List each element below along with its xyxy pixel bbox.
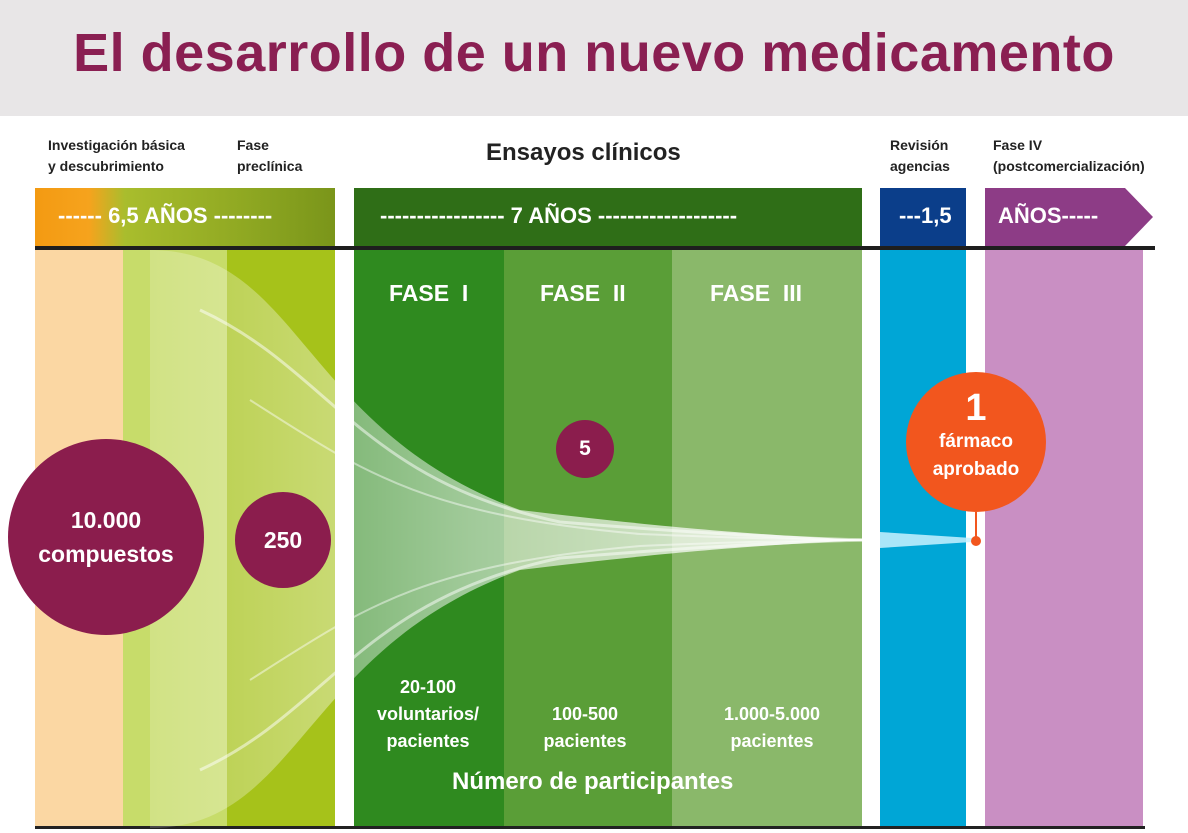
participants-phase-3: 1.000-5.000 pacientes	[723, 704, 821, 751]
clinical-count-circle: 5	[556, 420, 614, 478]
timeline-label-discovery: ------ 6,5 AÑOS --------	[58, 203, 273, 228]
timeline-arrow-post	[985, 188, 1153, 246]
timeline-bar-review	[880, 188, 966, 246]
column-phase-iv	[985, 250, 1143, 828]
header-clinical-trials: Ensayos clínicos	[486, 139, 681, 166]
approved-label: fármaco aprobado	[932, 431, 1020, 480]
bottom-line	[35, 826, 1145, 829]
page-title: El desarrollo de un nuevo medicamento	[73, 23, 1115, 83]
preclinical-count-circle: 250	[235, 492, 331, 588]
header-phase-iv: Fase IV (postcomercialización)	[993, 137, 1145, 174]
approved-count: 1	[965, 387, 987, 429]
title-band	[0, 0, 1188, 116]
timeline-label-post: AÑOS-----	[998, 203, 1099, 228]
phase-3-label: FASE III	[710, 280, 803, 306]
funnel-streams	[150, 250, 981, 828]
participants-phase-2: 100-500 pacientes	[543, 704, 627, 751]
timeline-bar-discovery	[35, 188, 335, 246]
approved-drug-circle: 1 fármaco aprobado	[906, 372, 1046, 512]
participants-label: Número de participantes	[452, 768, 734, 795]
participants-phase-1: 20-100 voluntarios/ pacientes	[376, 677, 479, 751]
header-basic-research: Investigación básica y descubrimiento	[48, 137, 185, 174]
header-agency-review: Revisión agencias	[890, 137, 950, 174]
compounds-circle: 10.000 compuestos	[8, 439, 204, 635]
header-preclinical: Fase preclínica	[237, 137, 303, 174]
timeline-bar-clinical	[354, 188, 862, 246]
phase-1-label: FASE I	[389, 280, 469, 306]
timeline-baseline	[35, 246, 1155, 250]
timeline-label-review: ---1,5	[899, 203, 952, 228]
timeline-label-clinical: ----------------- 7 AÑOS ---------------…	[380, 203, 738, 228]
phase-2-label: FASE II	[540, 280, 626, 306]
